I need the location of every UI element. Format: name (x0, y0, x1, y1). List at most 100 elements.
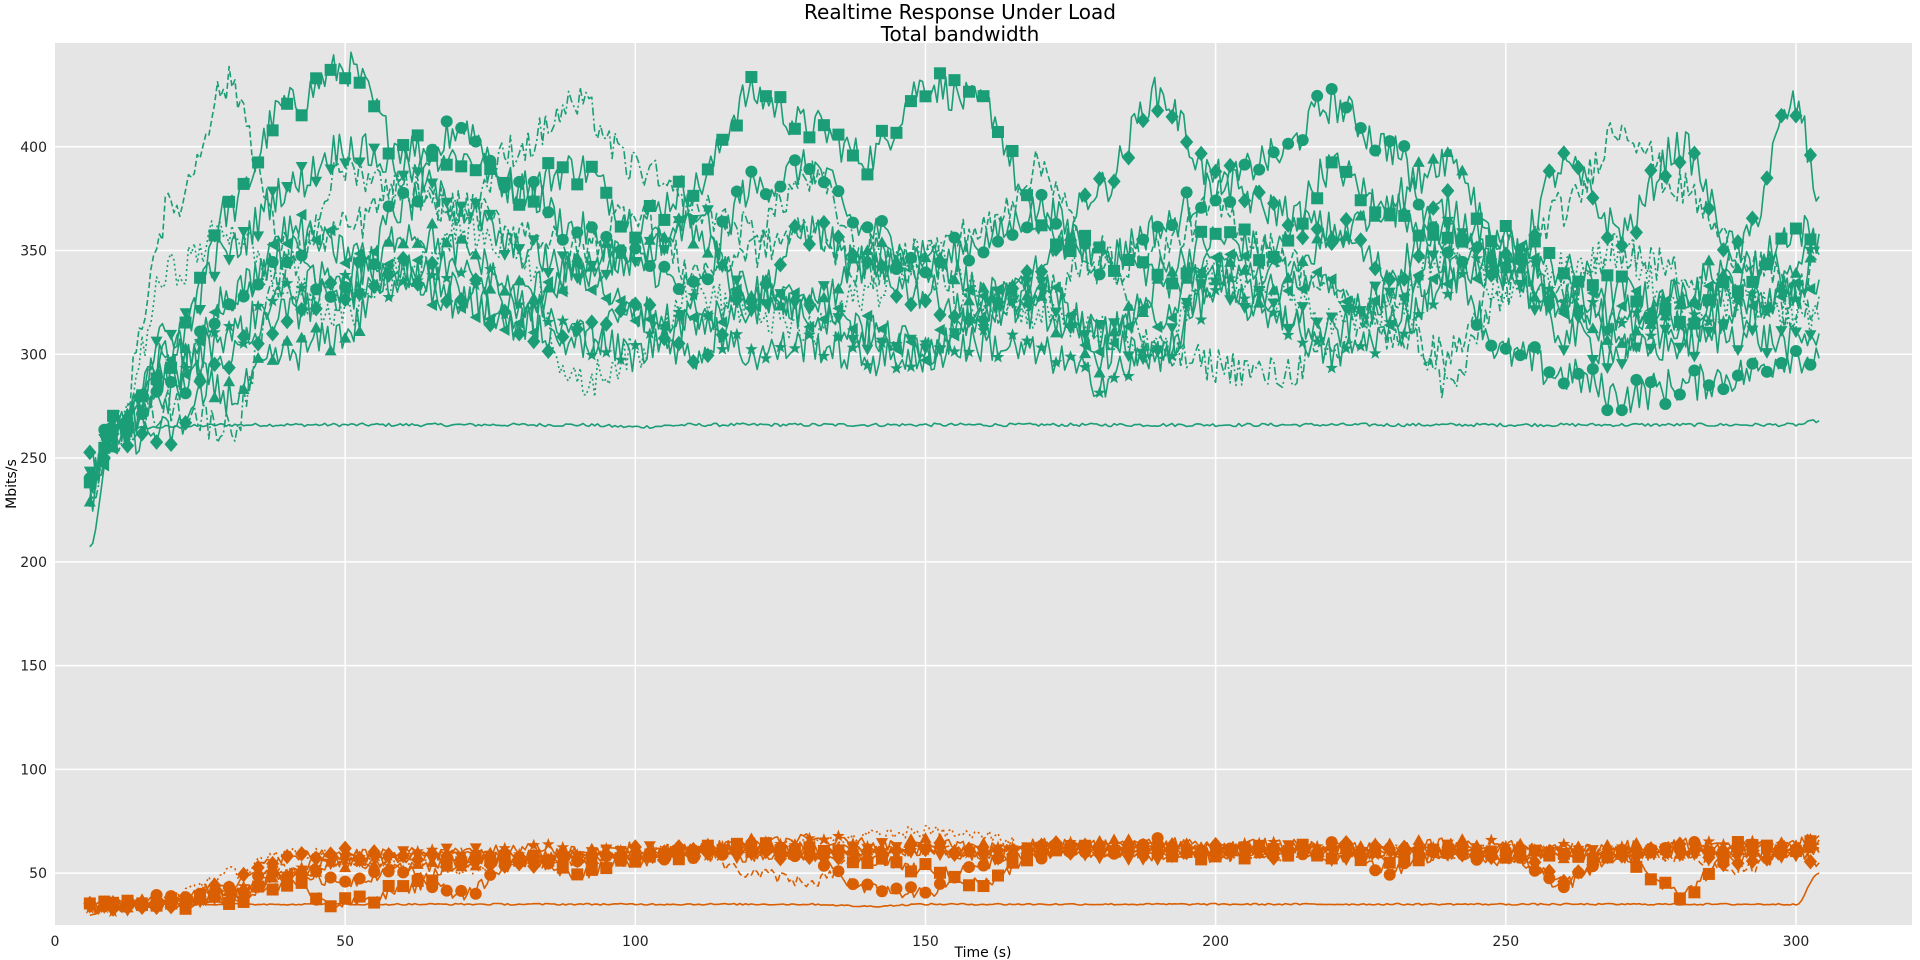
data-marker (1688, 317, 1701, 330)
data-marker (469, 164, 482, 177)
data-series (83, 51, 1820, 918)
data-marker (1775, 285, 1788, 298)
data-marker (1630, 306, 1643, 318)
data-marker (585, 314, 599, 330)
data-marker (469, 248, 482, 260)
data-marker (1325, 856, 1338, 868)
data-marker (1311, 192, 1324, 205)
data-marker (846, 856, 859, 869)
data-marker (933, 341, 947, 354)
data-marker (1296, 217, 1309, 230)
data-marker (1151, 220, 1164, 233)
data-marker (382, 879, 395, 892)
x-tick-label: 300 (1783, 934, 1810, 950)
data-marker (614, 302, 628, 319)
data-marker (1658, 168, 1672, 184)
data-marker (295, 861, 308, 874)
data-marker (396, 850, 410, 863)
data-marker (600, 345, 613, 358)
data-marker (194, 304, 207, 316)
data-marker (730, 853, 743, 865)
data-marker (600, 186, 613, 199)
data-marker (919, 886, 932, 899)
data-marker (1136, 344, 1150, 357)
data-marker (1731, 234, 1745, 250)
data-marker (600, 269, 613, 281)
data-marker (353, 76, 366, 89)
data-marker (1542, 163, 1556, 179)
data-marker (919, 832, 932, 843)
data-marker (1717, 849, 1730, 861)
data-marker (977, 859, 990, 872)
data-marker (1369, 864, 1382, 877)
y-axis-ticks: 50 100 150 200 250 300 350 400 (20, 140, 47, 882)
data-marker (730, 185, 743, 198)
data-marker (1717, 277, 1729, 290)
data-marker (745, 850, 758, 862)
data-marker (919, 354, 931, 367)
data-marker (571, 868, 584, 881)
data-marker (382, 290, 395, 303)
data-marker (643, 844, 657, 857)
y-tick-label: 150 (20, 659, 47, 675)
data-marker (1296, 134, 1309, 147)
data-marker (1006, 278, 1019, 290)
data-marker (875, 322, 887, 335)
data-marker (846, 836, 860, 849)
data-marker (121, 905, 134, 917)
data-marker (585, 863, 598, 876)
data-marker (875, 236, 888, 248)
data-marker (1702, 254, 1715, 266)
data-marker (948, 870, 961, 883)
data-marker (832, 282, 845, 294)
data-marker (861, 244, 874, 256)
data-marker (353, 872, 366, 885)
data-marker (208, 325, 221, 338)
data-marker (208, 271, 221, 283)
data-marker (281, 182, 294, 193)
data-marker (1050, 217, 1063, 230)
data-marker (977, 246, 990, 259)
data-marker (1615, 237, 1629, 254)
data-marker (629, 856, 642, 868)
data-marker (1528, 341, 1541, 354)
data-marker (1688, 364, 1701, 377)
data-marker (1688, 298, 1700, 311)
data-marker (1731, 345, 1744, 357)
data-marker (933, 306, 947, 323)
data-marker (1354, 339, 1367, 352)
data-marker (223, 195, 236, 208)
data-marker (512, 298, 526, 311)
data-marker (1050, 281, 1061, 294)
series-line (89, 419, 1820, 548)
data-marker (774, 289, 786, 302)
data-marker (1108, 833, 1121, 845)
data-marker (904, 95, 917, 108)
data-marker (992, 125, 1005, 138)
data-marker (1644, 376, 1657, 389)
data-marker (788, 299, 801, 310)
data-marker (266, 256, 279, 269)
data-marker (686, 353, 700, 370)
data-marker (223, 897, 236, 910)
data-marker (1630, 860, 1643, 873)
data-marker (890, 845, 903, 858)
data-marker (1209, 283, 1222, 296)
data-marker (1775, 232, 1788, 245)
data-marker (455, 884, 468, 897)
data-marker (498, 841, 512, 854)
data-marker (1049, 843, 1063, 856)
data-marker (1601, 363, 1614, 375)
data-marker (1107, 173, 1121, 190)
data-marker (730, 843, 744, 856)
data-marker (1702, 848, 1715, 860)
data-marker (1252, 836, 1266, 849)
x-axis-ticks: 0 50 100 150 200 250 300 (51, 934, 1810, 950)
data-marker (368, 896, 381, 909)
data-marker (1398, 140, 1411, 153)
data-marker (310, 176, 323, 188)
data-marker (701, 273, 714, 286)
data-marker (1166, 265, 1179, 277)
data-marker (83, 474, 97, 486)
data-marker (252, 231, 265, 243)
